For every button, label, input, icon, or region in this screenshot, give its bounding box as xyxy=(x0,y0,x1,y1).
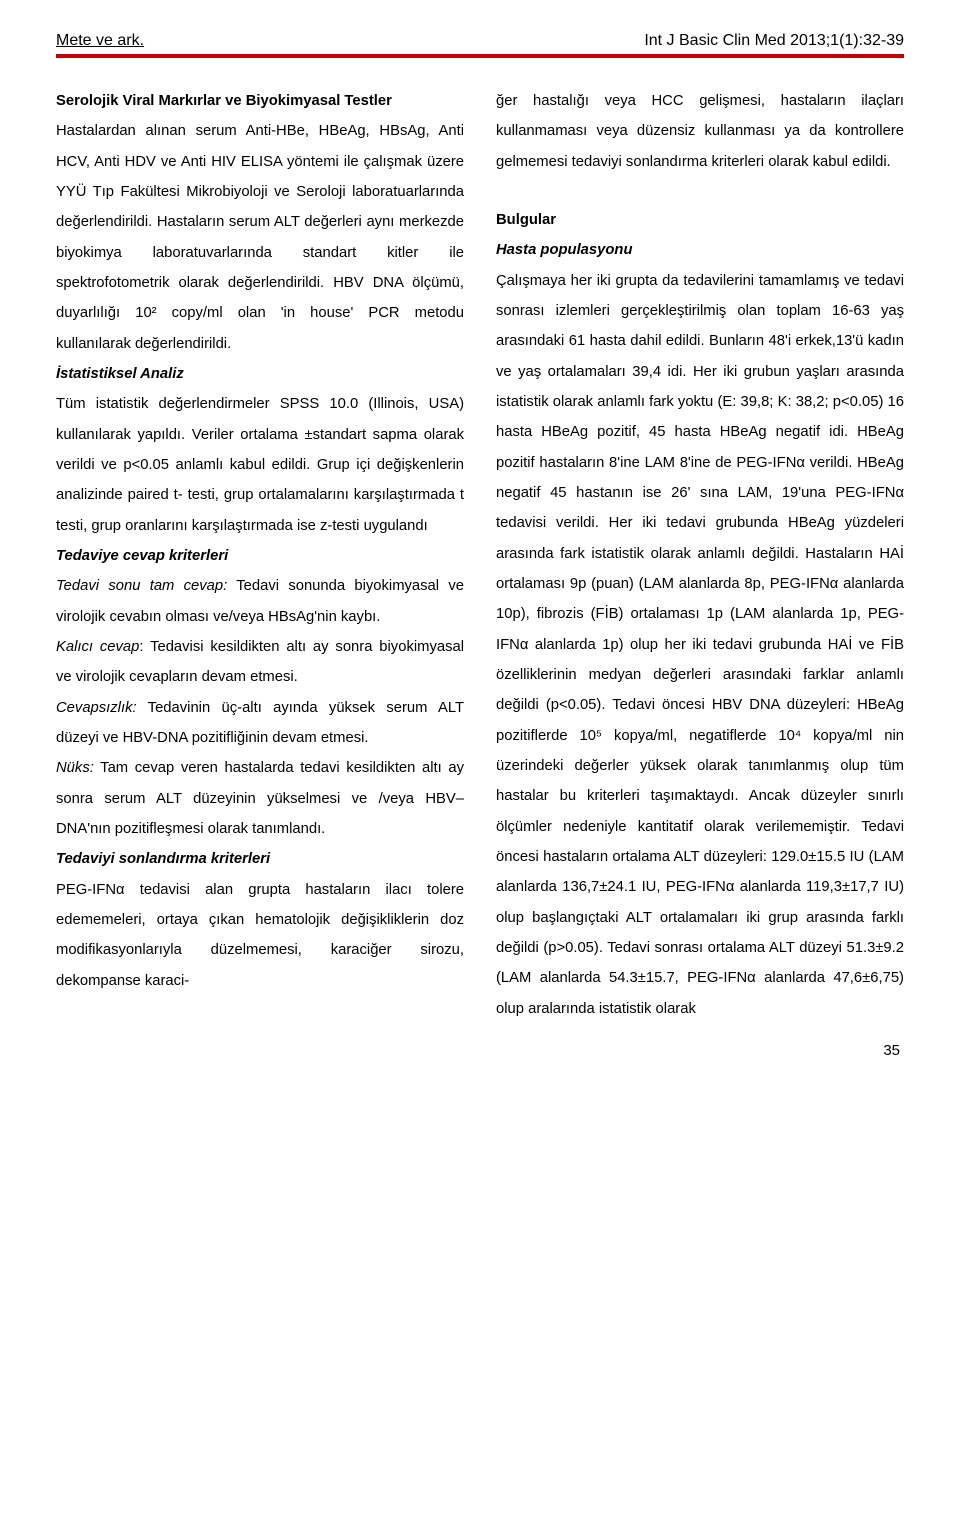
text-nuks: Tam cevap veren hastalarda tedavi kesild… xyxy=(56,760,464,837)
two-column-layout: Serolojik Viral Markırlar ve Biyokimyasa… xyxy=(56,86,904,1024)
right-column: ğer hastalığı veya HCC gelişmesi, hastal… xyxy=(496,86,904,1024)
paragraph-serolojik: Hastalardan alınan serum Anti-HBe, HBeAg… xyxy=(56,116,464,359)
label-nuks: Nüks: xyxy=(56,760,94,776)
section-heading-hasta-pop: Hasta populasyonu xyxy=(496,235,904,265)
paragraph-nuks: Nüks: Tam cevap veren hastalarda tedavi … xyxy=(56,753,464,844)
left-column: Serolojik Viral Markırlar ve Biyokimyasa… xyxy=(56,86,464,1024)
label-cevapsizlik: Cevapsızlık: xyxy=(56,700,137,716)
header-journal: Int J Basic Clin Med 2013;1(1):32-39 xyxy=(644,32,904,50)
paragraph-kalici-cevap: Kalıcı cevap: Tedavisi kesildikten altı … xyxy=(56,632,464,693)
paragraph-cevapsizlik: Cevapsızlık: Tedavinin üç-altı ayında yü… xyxy=(56,693,464,754)
paragraph-continuation: ğer hastalığı veya HCC gelişmesi, hastal… xyxy=(496,86,904,177)
section-heading-serolojik: Serolojik Viral Markırlar ve Biyokimyasa… xyxy=(56,86,464,116)
header-divider xyxy=(56,54,904,58)
page-container: Mete ve ark. Int J Basic Clin Med 2013;1… xyxy=(0,0,960,1099)
label-tam-cevap: Tedavi sonu tam cevap: xyxy=(56,578,227,594)
label-kalici-cevap: Kalıcı cevap xyxy=(56,639,139,655)
paragraph-sonlandirma: PEG-IFNα tedavisi alan grupta hastaların… xyxy=(56,875,464,996)
paragraph-istatistik: Tüm istatistik değerlendirmeler SPSS 10.… xyxy=(56,389,464,541)
paragraph-tam-cevap: Tedavi sonu tam cevap: Tedavi sonunda bi… xyxy=(56,571,464,632)
section-heading-sonlandirma: Tedaviyi sonlandırma kriterleri xyxy=(56,844,464,874)
section-heading-bulgular: Bulgular xyxy=(496,205,904,235)
paragraph-hasta-pop: Çalışmaya her iki grupta da tedavilerini… xyxy=(496,266,904,1024)
section-heading-istatistik: İstatistiksel Analiz xyxy=(56,359,464,389)
header-row: Mete ve ark. Int J Basic Clin Med 2013;1… xyxy=(56,32,904,50)
section-heading-tedaviye-cevap: Tedaviye cevap kriterleri xyxy=(56,541,464,571)
page-number: 35 xyxy=(56,1042,904,1059)
header-author: Mete ve ark. xyxy=(56,32,144,50)
